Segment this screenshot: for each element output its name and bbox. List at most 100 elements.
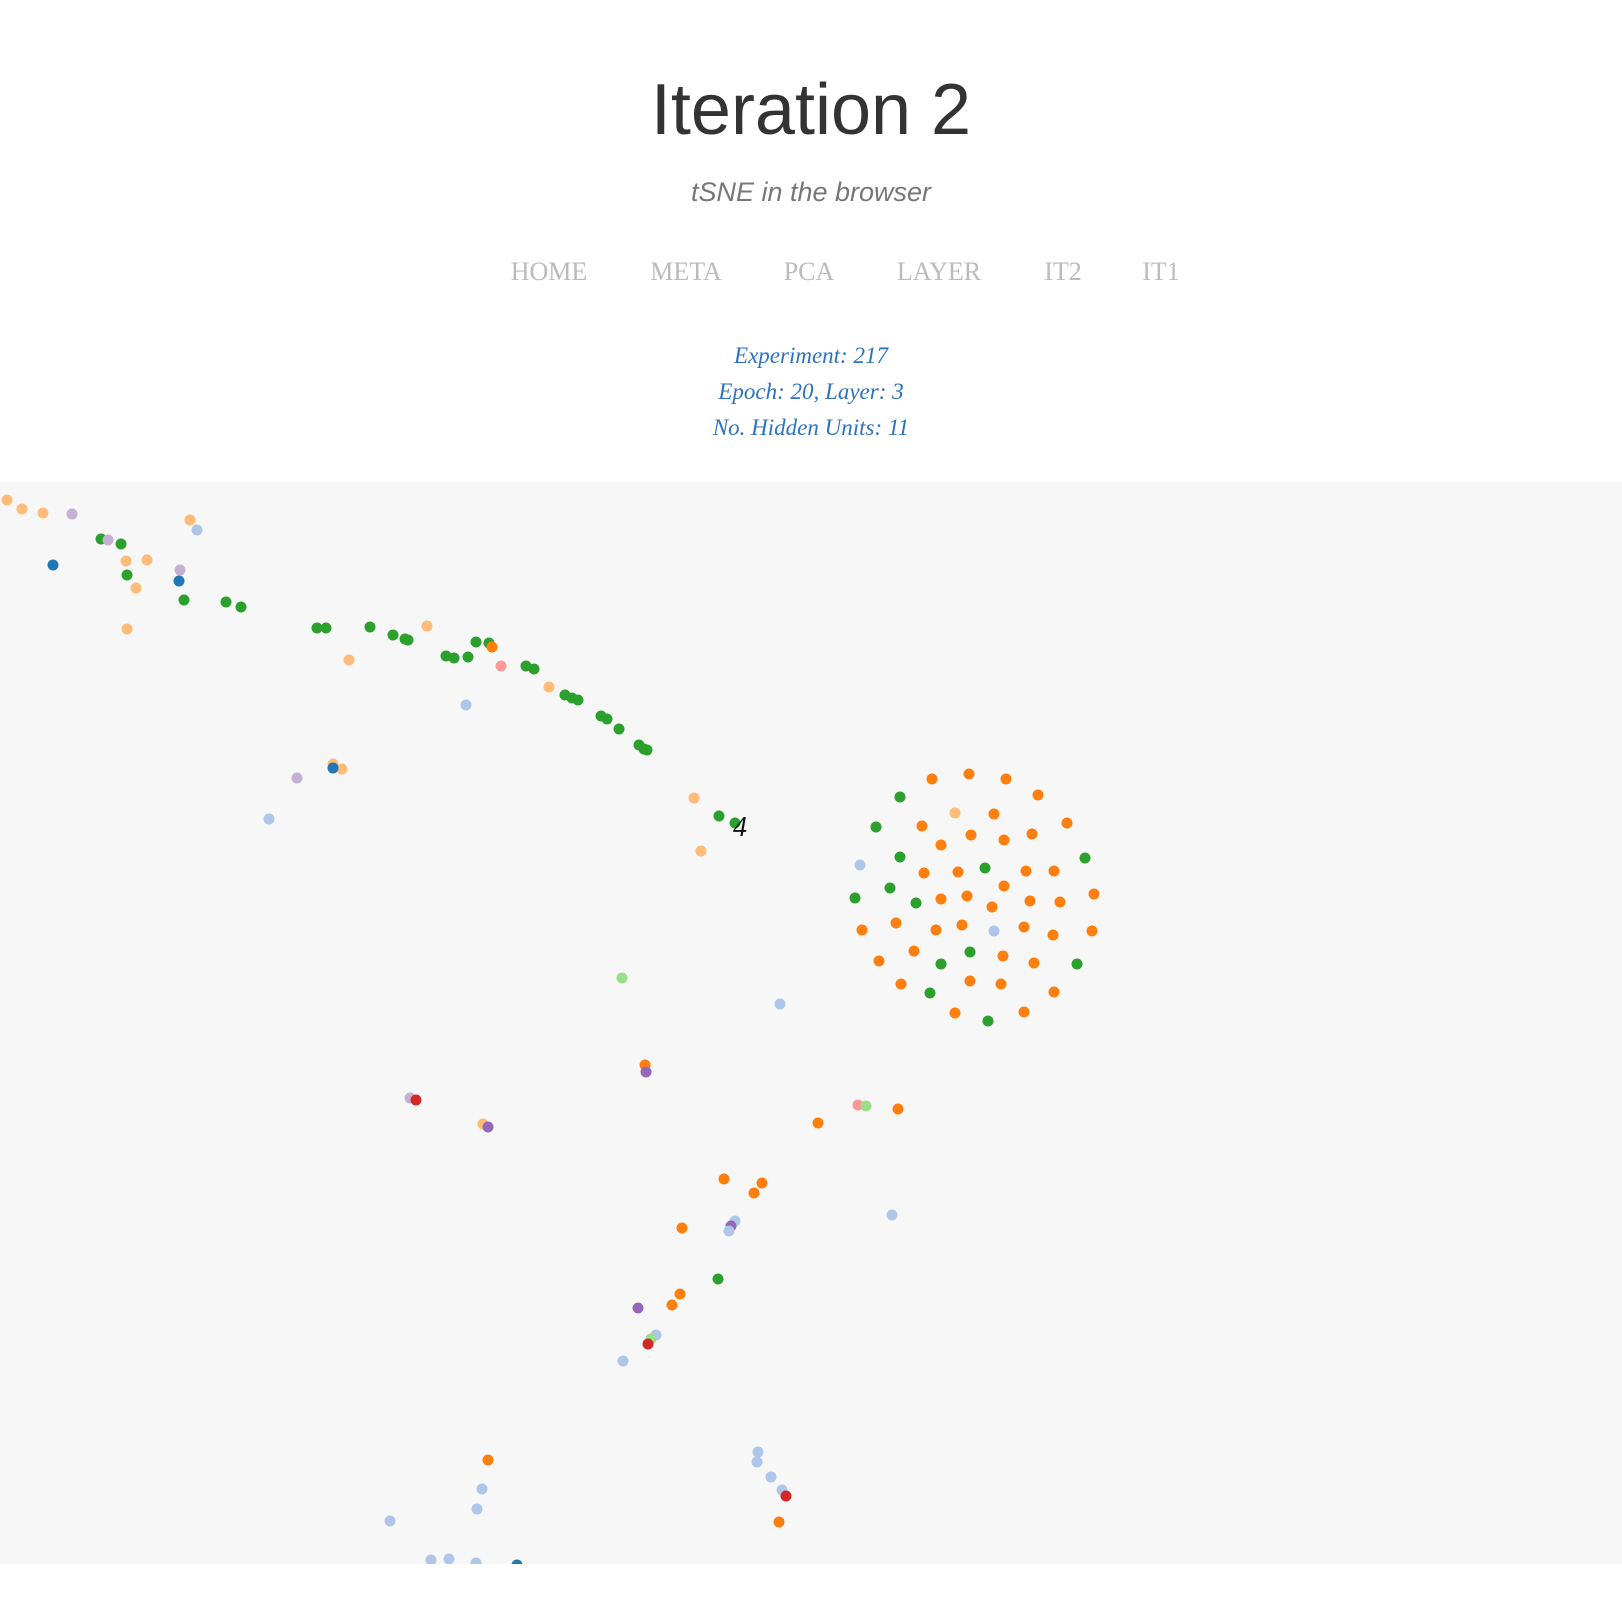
data-point[interactable] (102, 534, 114, 546)
data-point[interactable] (918, 867, 930, 879)
data-point[interactable] (751, 1456, 763, 1468)
data-point[interactable] (892, 1103, 904, 1115)
data-point[interactable] (988, 925, 1000, 937)
data-point[interactable] (1000, 773, 1012, 785)
nav-layer[interactable]: LAYER (896, 257, 982, 286)
data-point[interactable] (964, 946, 976, 958)
data-point[interactable] (364, 621, 376, 633)
data-point[interactable] (384, 1515, 396, 1527)
data-point[interactable] (964, 975, 976, 987)
data-point[interactable] (935, 839, 947, 851)
data-point[interactable] (773, 1516, 785, 1528)
data-point[interactable] (130, 582, 142, 594)
data-point[interactable] (894, 851, 906, 863)
data-point[interactable] (173, 575, 185, 587)
data-point[interactable] (421, 620, 433, 632)
data-point[interactable] (220, 596, 232, 608)
data-point[interactable] (780, 1490, 792, 1502)
data-point[interactable] (935, 958, 947, 970)
data-point[interactable] (713, 810, 725, 822)
data-point[interactable] (752, 1446, 764, 1458)
data-point[interactable] (979, 862, 991, 874)
tsne-scatter-svg[interactable]: 4 (0, 482, 1622, 1564)
data-point[interactable] (486, 641, 498, 653)
data-point[interactable] (1018, 1006, 1030, 1018)
data-point[interactable] (184, 514, 196, 526)
data-point[interactable] (676, 1222, 688, 1234)
data-point[interactable] (723, 1225, 735, 1237)
data-point[interactable] (121, 623, 133, 635)
data-point[interactable] (495, 660, 507, 672)
data-point[interactable] (115, 538, 127, 550)
data-point[interactable] (448, 652, 460, 664)
data-point[interactable] (1061, 817, 1073, 829)
data-point[interactable] (998, 880, 1010, 892)
data-point[interactable] (425, 1554, 437, 1565)
data-point[interactable] (141, 554, 153, 566)
data-point[interactable] (965, 829, 977, 841)
data-point[interactable] (961, 890, 973, 902)
data-point[interactable] (949, 807, 961, 819)
data-point[interactable] (482, 1121, 494, 1133)
data-point[interactable] (1048, 865, 1060, 877)
data-point[interactable] (1020, 865, 1032, 877)
data-point[interactable] (462, 651, 474, 663)
data-point[interactable] (856, 924, 868, 936)
data-point[interactable] (1028, 957, 1040, 969)
data-point[interactable] (998, 834, 1010, 846)
data-point[interactable] (1086, 925, 1098, 937)
data-point[interactable] (1047, 929, 1059, 941)
data-point[interactable] (528, 663, 540, 675)
nav-meta[interactable]: META (650, 257, 722, 286)
data-point[interactable] (1032, 789, 1044, 801)
data-point[interactable] (121, 569, 133, 581)
data-point[interactable] (37, 507, 49, 519)
data-point[interactable] (949, 1007, 961, 1019)
data-point[interactable] (327, 762, 339, 774)
data-point[interactable] (482, 1454, 494, 1466)
data-point[interactable] (640, 1066, 652, 1078)
data-point[interactable] (320, 622, 332, 634)
data-point[interactable] (263, 813, 275, 825)
data-point[interactable] (718, 1173, 730, 1185)
data-point[interactable] (235, 601, 247, 613)
data-point[interactable] (613, 723, 625, 735)
data-point[interactable] (812, 1117, 824, 1129)
data-point[interactable] (995, 978, 1007, 990)
data-point[interactable] (16, 503, 28, 515)
nav-pca[interactable]: PCA (783, 257, 835, 286)
nav-it2[interactable]: IT2 (1044, 257, 1082, 286)
data-point[interactable] (935, 893, 947, 905)
data-point[interactable] (617, 1355, 629, 1367)
nav-home[interactable]: HOME (510, 257, 588, 286)
data-point[interactable] (1054, 896, 1066, 908)
data-point[interactable] (849, 892, 861, 904)
data-point[interactable] (1026, 828, 1038, 840)
data-point[interactable] (1024, 895, 1036, 907)
data-point[interactable] (1071, 958, 1083, 970)
data-point[interactable] (191, 524, 203, 536)
data-point[interactable] (410, 1094, 422, 1106)
data-point[interactable] (572, 694, 584, 706)
data-point[interactable] (511, 1559, 523, 1565)
data-point[interactable] (311, 622, 323, 634)
data-point[interactable] (890, 917, 902, 929)
data-point[interactable] (910, 897, 922, 909)
data-point[interactable] (666, 1299, 678, 1311)
data-point[interactable] (601, 713, 613, 725)
data-point[interactable] (1018, 921, 1030, 933)
tsne-plot[interactable]: 4 (0, 482, 1622, 1564)
data-point[interactable] (336, 763, 348, 775)
data-point[interactable] (443, 1553, 455, 1565)
data-point[interactable] (712, 1273, 724, 1285)
data-point[interactable] (924, 987, 936, 999)
data-point[interactable] (1088, 888, 1100, 900)
data-point[interactable] (470, 1557, 482, 1565)
data-point[interactable] (471, 1503, 483, 1515)
data-point[interactable] (895, 978, 907, 990)
data-point[interactable] (674, 1288, 686, 1300)
data-point[interactable] (729, 817, 741, 829)
data-point[interactable] (476, 1483, 488, 1495)
data-point[interactable] (470, 636, 482, 648)
data-point[interactable] (641, 744, 653, 756)
